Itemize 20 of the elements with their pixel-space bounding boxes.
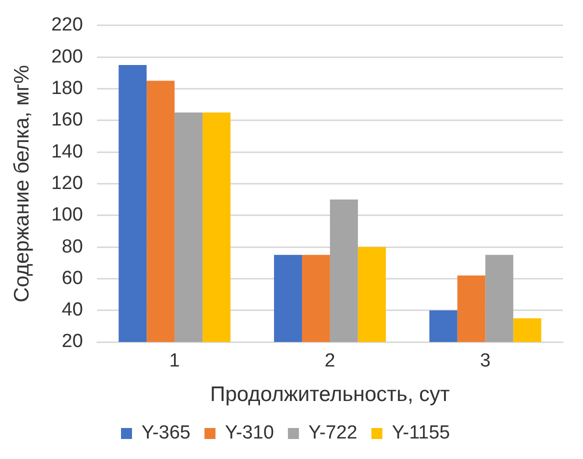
x-tick-label: 2: [324, 350, 336, 372]
y-tick-label: 140: [51, 141, 83, 162]
y-tick-label: 80: [62, 236, 83, 258]
x-axis-title: Продолжительность, сут: [210, 383, 450, 406]
x-tick-label: 1: [169, 350, 180, 372]
legend-label: Y-365: [142, 422, 190, 444]
y-tick-label: 220: [51, 14, 83, 36]
legend-label: Y-722: [308, 422, 358, 444]
y-axis-title: Содержание белка, мг%: [10, 65, 34, 302]
y-tick-label: 120: [51, 172, 83, 194]
legend-label: Y-1155: [392, 422, 450, 444]
y-tick-label: 160: [51, 110, 83, 131]
y-tick-label: 200: [51, 46, 83, 68]
y-tick-label: 20: [62, 331, 83, 352]
y-tick-label: 100: [51, 204, 83, 226]
y-tick-label: 60: [62, 268, 83, 289]
y-tick-label: 40: [62, 300, 83, 321]
legend-label: Y-310: [224, 422, 274, 444]
y-tick-label: 180: [51, 78, 83, 99]
x-tick-label: 3: [480, 350, 491, 372]
